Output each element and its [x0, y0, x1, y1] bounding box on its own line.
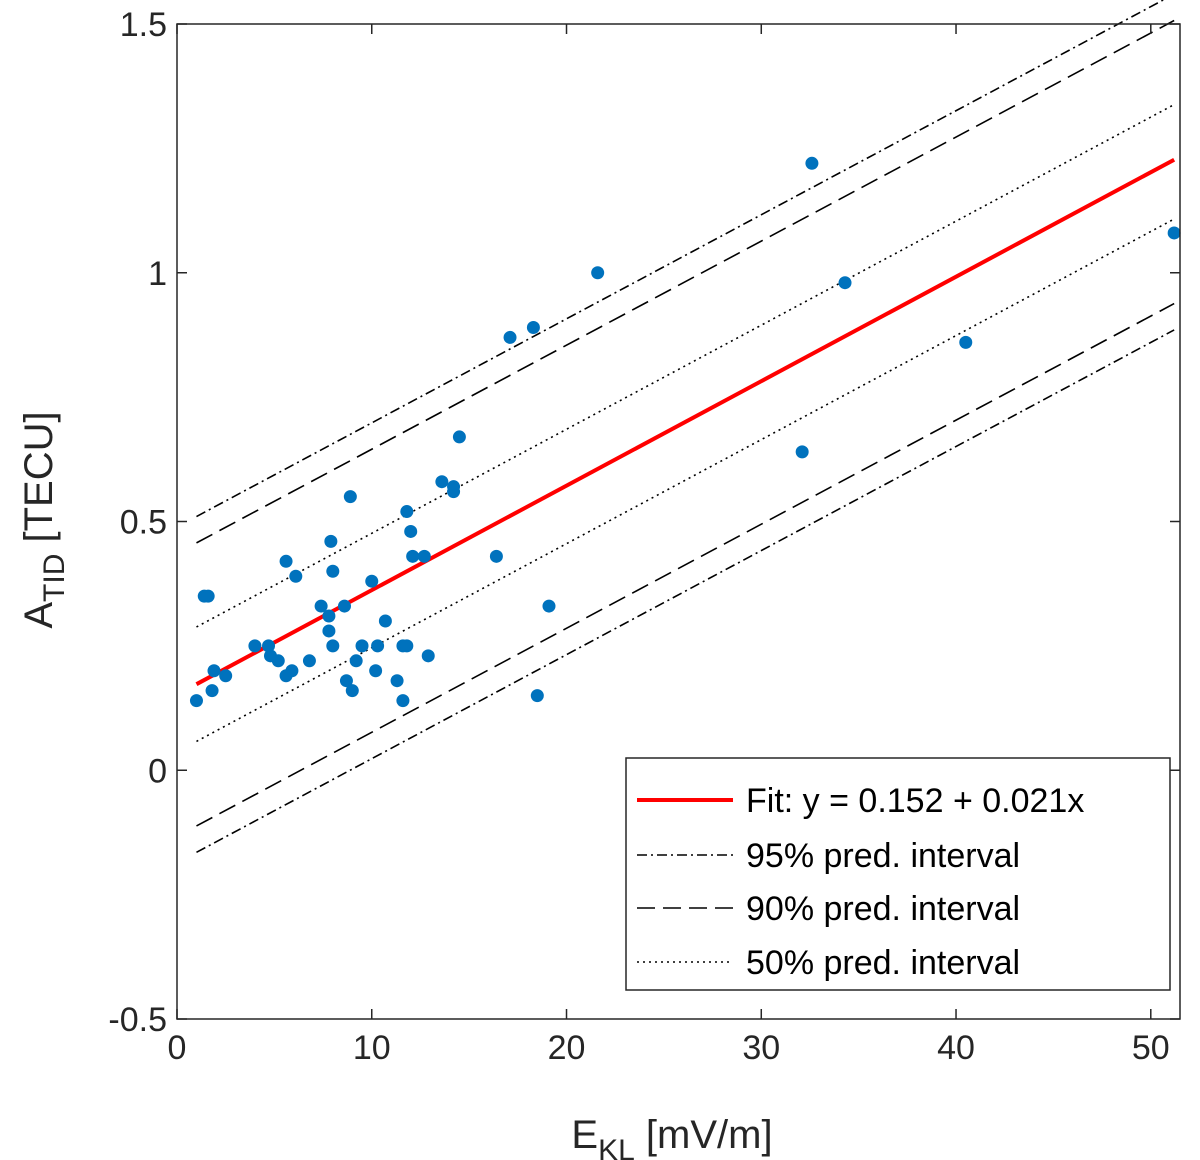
data-point	[189, 694, 203, 708]
interval-dashdot-lower	[196, 329, 1175, 854]
legend-box	[625, 757, 1171, 991]
y-tick-label: 1	[148, 255, 167, 293]
legend-label-fit: Fit: y = 0.152 + 0.021x	[746, 782, 1084, 820]
legend-label-50: 50% pred. interval	[746, 944, 1020, 982]
x-tick-label: 10	[353, 1029, 391, 1067]
interval-dashdot-upper	[196, 0, 1165, 518]
data-point	[396, 694, 410, 708]
data-point	[314, 599, 328, 613]
data-points	[189, 156, 1181, 708]
data-point	[417, 549, 431, 563]
x-axis-label: EKL [mV/m]	[571, 1113, 772, 1160]
prediction-interval-lines	[196, 0, 1175, 854]
data-point	[248, 639, 262, 653]
data-point	[400, 639, 414, 653]
data-point	[201, 589, 215, 603]
interval-dotted-lower	[196, 218, 1175, 743]
fit-line	[195, 157, 1176, 686]
data-point	[207, 664, 221, 678]
y-tick-label: -0.5	[108, 1001, 167, 1039]
data-point	[271, 654, 285, 668]
data-point	[591, 266, 605, 280]
data-point	[343, 490, 357, 504]
interval-dashed-upper	[196, 19, 1175, 544]
x-tick-label: 50	[1132, 1029, 1170, 1067]
data-point	[371, 639, 385, 653]
data-point	[262, 639, 276, 653]
x-tick-label: 30	[742, 1029, 780, 1067]
data-point	[337, 599, 351, 613]
data-point	[322, 609, 336, 623]
data-point	[421, 649, 435, 663]
data-point	[355, 639, 369, 653]
x-tick-label: 20	[548, 1029, 586, 1067]
data-point	[302, 654, 316, 668]
data-point	[390, 674, 404, 688]
data-point	[530, 689, 544, 703]
x-axis-ticks: 0 10 20 30 40 50	[168, 24, 1170, 1067]
x-tick-label: 40	[937, 1029, 975, 1067]
data-point	[805, 156, 819, 170]
y-tick-label: 0.5	[120, 504, 167, 542]
data-point	[378, 614, 392, 628]
x-tick-label: 0	[168, 1029, 187, 1067]
data-point	[447, 480, 461, 494]
data-point	[322, 624, 336, 638]
data-point	[1167, 226, 1181, 240]
data-point	[279, 554, 293, 568]
data-point	[339, 674, 353, 688]
data-point	[349, 654, 363, 668]
data-point	[324, 534, 338, 548]
data-point	[289, 569, 303, 583]
data-point	[526, 320, 540, 334]
y-axis-label: ATID [TECU]	[17, 411, 71, 628]
data-point	[452, 430, 466, 444]
data-point	[542, 599, 556, 613]
data-point	[369, 664, 383, 678]
data-point	[219, 669, 233, 683]
data-point	[435, 475, 449, 489]
data-point	[345, 684, 359, 698]
data-point	[326, 564, 340, 578]
data-point	[205, 684, 219, 698]
interval-dotted-upper	[196, 103, 1175, 628]
data-point	[838, 276, 852, 290]
y-tick-label: 0	[148, 752, 167, 790]
data-point	[489, 549, 503, 563]
data-point	[400, 505, 414, 519]
y-tick-label: 1.5	[120, 6, 167, 44]
data-point	[285, 664, 299, 678]
data-point	[365, 574, 379, 588]
data-point	[959, 335, 973, 349]
data-point	[503, 330, 517, 344]
y-axis-ticks: -0.5 0 0.5 1 1.5	[108, 6, 1180, 1039]
legend-label-95: 95% pred. interval	[746, 837, 1020, 875]
legend-label-90: 90% pred. interval	[746, 890, 1020, 928]
data-point	[404, 524, 418, 538]
interval-dashed-lower	[196, 302, 1175, 827]
data-point	[406, 549, 420, 563]
legend: Fit: y = 0.152 + 0.021x 95% pred. interv…	[625, 757, 1171, 991]
data-point	[795, 445, 809, 459]
data-point	[326, 639, 340, 653]
